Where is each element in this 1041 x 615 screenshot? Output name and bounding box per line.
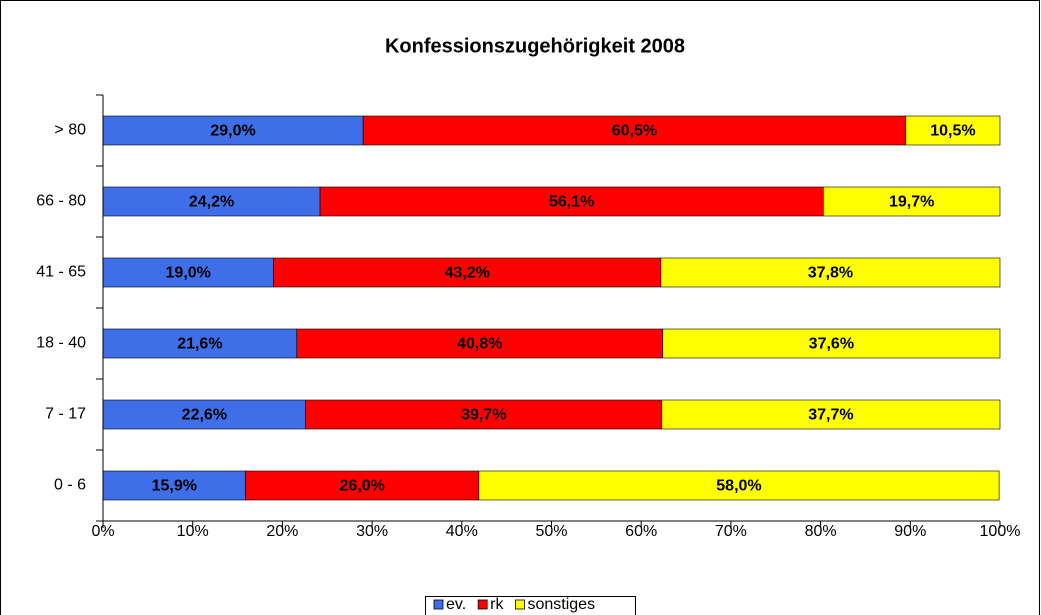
bar-segment	[245, 470, 480, 501]
x-tick-label: 70%	[715, 523, 747, 540]
value-label: 60,5%	[612, 123, 657, 140]
chart-title: Konfessionszugehörigkeit 2008	[385, 35, 685, 57]
y-tick-label: 18 - 40	[36, 335, 86, 352]
bar-segment	[319, 186, 824, 217]
legend-swatch	[477, 599, 488, 610]
x-tick-label: 100%	[980, 523, 1021, 540]
legend-label: rk	[490, 596, 504, 613]
legend-label: ev.	[446, 596, 466, 613]
bar-segment	[362, 115, 907, 146]
x-tick-label: 80%	[805, 523, 837, 540]
value-label: 37,7%	[808, 407, 853, 424]
bar-segment	[102, 115, 364, 146]
bar-segment	[478, 470, 1000, 501]
value-label: 21,6%	[177, 336, 222, 353]
y-tick-label: 66 - 80	[36, 193, 86, 210]
value-label: 24,2%	[189, 194, 234, 211]
value-label: 29,0%	[210, 123, 255, 140]
value-label: 19,7%	[889, 194, 934, 211]
x-tick-label: 20%	[266, 523, 298, 540]
bar-segment	[273, 257, 662, 288]
value-label: 26,0%	[340, 478, 385, 495]
bar-segment	[102, 257, 274, 288]
x-tick-label: 10%	[177, 523, 209, 540]
x-tick-label: 0%	[91, 523, 114, 540]
legend-swatch	[515, 599, 525, 610]
value-label: 39,7%	[461, 407, 506, 424]
bar-segment	[102, 399, 307, 430]
x-tick-label: 30%	[356, 523, 388, 540]
bar-segment	[662, 328, 1001, 359]
value-label: 37,8%	[808, 265, 853, 282]
x-tick-label: 40%	[446, 523, 478, 540]
y-tick-label: 0 - 6	[54, 477, 86, 494]
value-label: 37,6%	[809, 336, 854, 353]
y-tick-label: > 80	[54, 122, 86, 139]
value-label: 56,1%	[549, 194, 594, 211]
bar-segment	[822, 186, 1001, 217]
value-label: 40,8%	[457, 336, 502, 353]
x-tick-label: 50%	[535, 523, 567, 540]
value-label: 22,6%	[182, 407, 227, 424]
bar-segment	[102, 186, 321, 217]
legend-swatch	[433, 599, 444, 610]
legend-label: sonstiges	[527, 596, 595, 613]
value-label: 15,9%	[152, 478, 197, 495]
value-label: 10,5%	[930, 123, 975, 140]
y-tick-label: 7 - 17	[45, 406, 86, 423]
x-tick-label: 90%	[894, 523, 926, 540]
bar-segment	[102, 328, 298, 359]
bar-segment	[905, 115, 1001, 146]
value-label: 58,0%	[716, 478, 761, 495]
bar-segment	[661, 399, 1001, 430]
legend: ev. rk sonstiges	[425, 596, 636, 615]
value-label: 43,2%	[444, 265, 489, 282]
value-label: 19,0%	[166, 265, 211, 282]
y-tick-label: 41 - 65	[36, 264, 86, 281]
x-tick-label: 60%	[625, 523, 657, 540]
bar-segment	[660, 257, 1001, 288]
bar-segment	[305, 399, 663, 430]
